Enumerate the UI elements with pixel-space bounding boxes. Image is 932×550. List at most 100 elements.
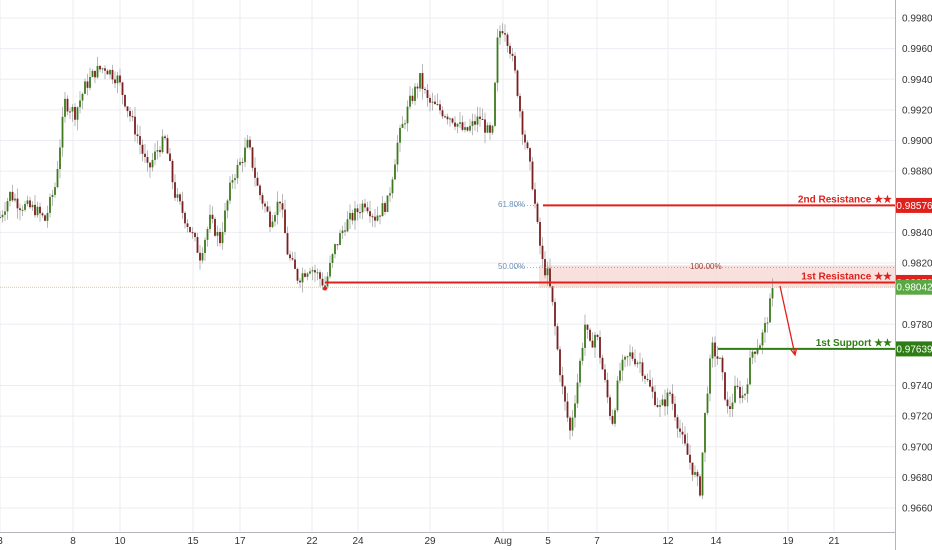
candle-body xyxy=(581,347,584,361)
candle-body xyxy=(769,298,771,323)
candle-body xyxy=(564,386,566,402)
candle-body xyxy=(549,268,551,287)
candle-body xyxy=(256,177,259,186)
candle-body xyxy=(724,372,726,400)
candle-body xyxy=(109,70,111,75)
candle-body xyxy=(54,187,56,195)
candle-body xyxy=(376,215,379,221)
candle-body xyxy=(339,233,341,245)
candle-body xyxy=(426,90,429,98)
candle-body xyxy=(744,393,746,396)
candle-body xyxy=(551,286,554,303)
candle-body xyxy=(526,142,529,149)
candle-body xyxy=(594,334,596,348)
candle-body xyxy=(459,122,461,124)
level-label: 2nd Resistance ★★ xyxy=(798,194,892,205)
candle-body xyxy=(311,270,314,272)
candle-body xyxy=(346,219,349,232)
candle-body xyxy=(74,106,76,120)
candle-body xyxy=(411,95,414,101)
candle-body xyxy=(146,157,149,163)
candle-body xyxy=(309,271,311,274)
candle-body xyxy=(84,81,86,94)
candle-body xyxy=(446,116,449,120)
candle-body xyxy=(164,136,166,139)
candle-body xyxy=(371,216,374,218)
candle-body xyxy=(751,351,754,358)
candle-body xyxy=(261,195,264,204)
candle-body xyxy=(259,185,261,196)
candle-body xyxy=(614,410,616,424)
candle-body xyxy=(486,125,489,133)
candle-body xyxy=(401,123,404,128)
x-tick-label: 29 xyxy=(424,536,436,547)
candle-body xyxy=(196,237,199,253)
candle-body xyxy=(419,73,421,89)
candle-body xyxy=(471,121,474,126)
candle-body xyxy=(219,231,221,244)
candle-body xyxy=(696,472,699,477)
candle-body xyxy=(24,203,26,210)
candle-body xyxy=(89,77,91,88)
candle-body xyxy=(264,203,266,207)
candle-body xyxy=(749,357,751,385)
candle-body xyxy=(494,82,496,126)
candle-body xyxy=(234,178,236,181)
candle-body xyxy=(334,244,336,255)
candle-body xyxy=(361,203,364,213)
candle-body xyxy=(386,195,389,212)
candle-body xyxy=(144,153,146,158)
candle-body xyxy=(556,326,559,350)
candle-body xyxy=(291,258,294,260)
candle-body xyxy=(276,201,279,216)
candle-body xyxy=(456,123,459,127)
candle-body xyxy=(664,399,666,407)
x-tick-label: 17 xyxy=(234,536,246,547)
candle-body xyxy=(491,125,494,133)
candle-body xyxy=(569,417,571,431)
candle-body xyxy=(379,215,381,217)
candle-body xyxy=(689,454,691,463)
candle-body xyxy=(681,431,684,435)
candle-body xyxy=(141,144,144,154)
candle-body xyxy=(14,198,16,201)
candle-body xyxy=(599,336,601,358)
candle-body xyxy=(531,161,534,190)
candle-body xyxy=(204,239,206,254)
x-tick-label: 19 xyxy=(782,536,794,547)
level-label: 1st Resistance ★★ xyxy=(801,271,892,282)
candle-body xyxy=(166,138,169,154)
candle-body xyxy=(94,70,96,78)
candle-body xyxy=(281,203,284,210)
candle-body xyxy=(336,244,339,246)
current-price-badge xyxy=(896,279,932,295)
candle-body xyxy=(199,252,201,261)
candle-body xyxy=(631,352,634,359)
candle-body xyxy=(6,201,9,212)
candle-body xyxy=(374,216,376,221)
x-tick-label: 24 xyxy=(352,536,364,547)
candle-body xyxy=(611,415,614,424)
candle-body xyxy=(629,352,631,357)
candle-body xyxy=(46,212,49,221)
candle-body xyxy=(246,139,249,148)
candle-body xyxy=(121,82,124,95)
price-badge-text: 0.98576 xyxy=(896,201,932,212)
projection-arrow-line xyxy=(779,285,796,356)
candle-body xyxy=(231,180,234,183)
candle-body xyxy=(439,104,441,111)
candle-body xyxy=(391,179,394,194)
candle-body xyxy=(389,193,391,196)
candle-body xyxy=(479,116,481,119)
candle-body xyxy=(174,182,176,198)
candle-body xyxy=(126,106,129,112)
levels: 61.80% 50.00% 100.00% 2nd Resistance ★★ 0.98… xyxy=(0,194,932,357)
candle-body xyxy=(344,230,346,232)
